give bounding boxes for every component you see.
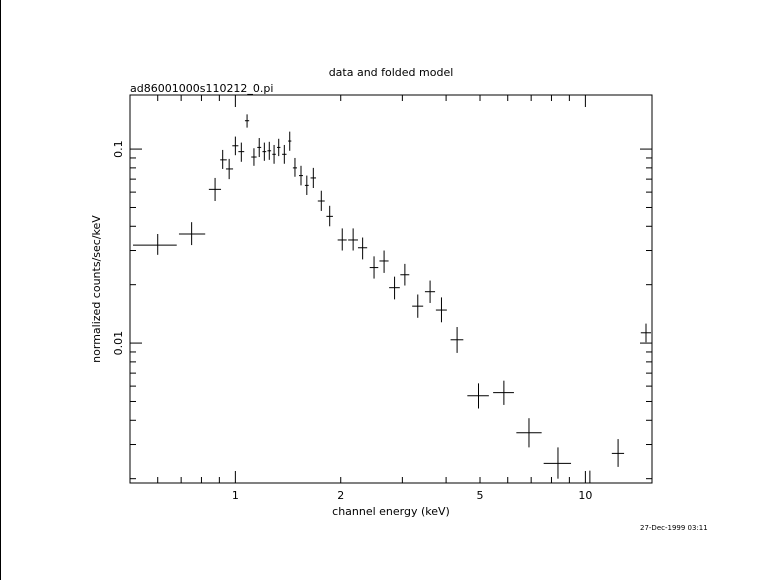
data-points bbox=[133, 114, 652, 484]
data-point bbox=[232, 136, 239, 156]
data-point bbox=[640, 323, 652, 343]
data-point bbox=[379, 250, 389, 273]
data-point bbox=[282, 144, 287, 164]
data-point bbox=[317, 190, 325, 211]
data-point bbox=[326, 205, 333, 227]
data-point bbox=[337, 228, 347, 251]
data-point bbox=[276, 138, 281, 157]
x-axis-label: channel energy (keV) bbox=[332, 505, 450, 518]
data-point bbox=[611, 439, 625, 467]
y-tick-label: 0.01 bbox=[112, 331, 125, 356]
x-tick-label: 10 bbox=[578, 489, 592, 502]
data-point bbox=[225, 158, 234, 180]
data-point bbox=[262, 142, 267, 161]
data-point bbox=[450, 327, 464, 353]
data-point bbox=[304, 175, 309, 195]
data-point bbox=[467, 383, 489, 409]
page-left-edge-line bbox=[0, 0, 1, 580]
data-point bbox=[369, 256, 379, 279]
data-point bbox=[267, 141, 272, 160]
axis-ticks bbox=[129, 95, 652, 483]
axis-tick-labels: 1 2 5 10 0.1 0.01 bbox=[112, 140, 592, 502]
data-point bbox=[348, 228, 358, 251]
plot-frame bbox=[129, 94, 653, 484]
data-point bbox=[244, 114, 250, 128]
y-axis-label: normalized counts/sec/keV bbox=[90, 215, 103, 363]
data-point bbox=[516, 418, 542, 448]
data-point bbox=[208, 177, 222, 201]
data-point bbox=[178, 222, 206, 246]
data-point bbox=[257, 138, 262, 158]
data-point bbox=[288, 131, 292, 151]
data-point bbox=[543, 447, 572, 479]
x-tick-label: 5 bbox=[477, 489, 484, 502]
x-tick-label: 1 bbox=[232, 489, 239, 502]
data-point bbox=[574, 470, 604, 484]
data-point bbox=[400, 263, 410, 286]
data-point bbox=[238, 142, 245, 162]
x-tick-label: 2 bbox=[337, 489, 344, 502]
data-point bbox=[292, 157, 297, 177]
data-point bbox=[424, 280, 436, 303]
y-tick-label: 0.1 bbox=[112, 140, 125, 158]
chart-title: data and folded model bbox=[329, 66, 454, 79]
chart-subtitle: ad86001000s110212_0.pi bbox=[130, 82, 273, 95]
data-point bbox=[251, 148, 257, 166]
data-point bbox=[272, 144, 276, 164]
data-point bbox=[435, 297, 447, 323]
data-point bbox=[389, 276, 400, 300]
data-point bbox=[310, 167, 317, 189]
data-point bbox=[299, 165, 303, 186]
data-point bbox=[493, 380, 514, 405]
timestamp-label: 27-Dec-1999 03:11 bbox=[640, 524, 708, 532]
data-point bbox=[357, 237, 368, 260]
data-point bbox=[133, 233, 177, 255]
data-point bbox=[220, 149, 227, 169]
data-point bbox=[412, 294, 424, 318]
